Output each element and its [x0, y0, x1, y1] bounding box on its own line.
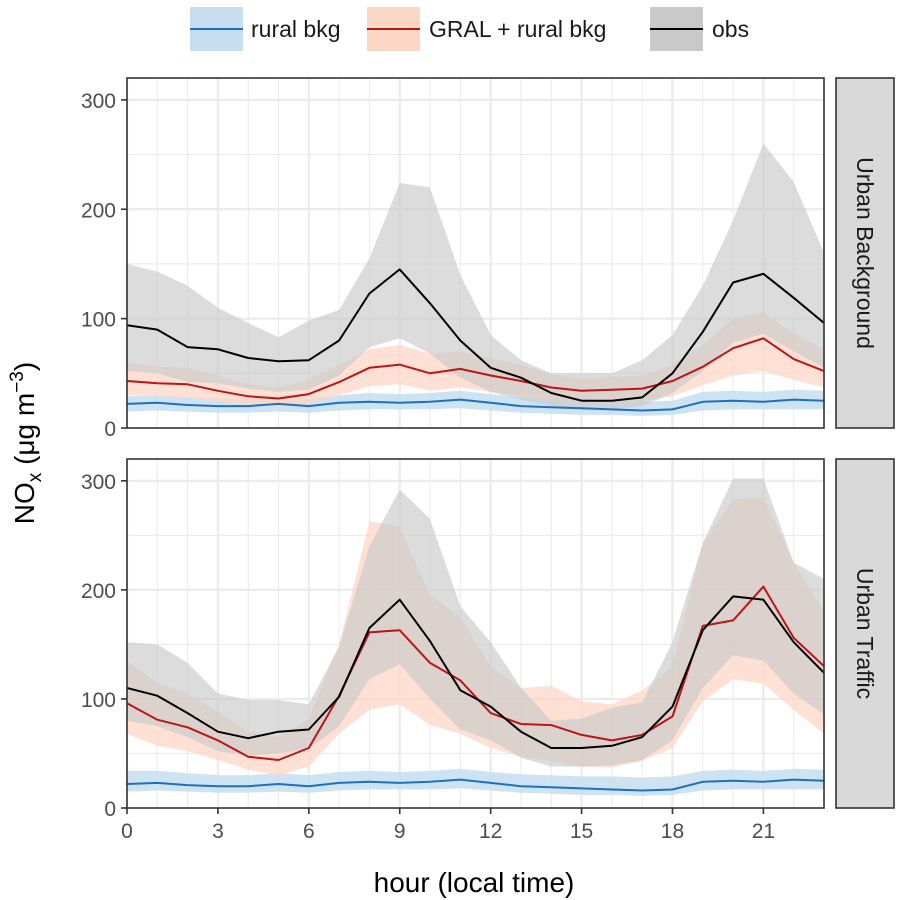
x-tick-label: 3	[212, 820, 224, 843]
y-tick-label: 100	[81, 309, 116, 332]
x-tick-label: 12	[479, 820, 502, 843]
y-tick-label: 0	[104, 418, 116, 441]
x-tick-label: 21	[752, 820, 775, 843]
line-rural	[126, 398, 825, 412]
line-gral	[126, 337, 825, 400]
strip	[835, 458, 895, 809]
y-axis-title-main: NO	[9, 482, 40, 524]
panel-border	[126, 458, 825, 809]
y-tick-label: 0	[104, 798, 116, 821]
strip	[835, 77, 895, 429]
y-axis-title-sub: x	[25, 472, 46, 482]
x-axis: 0 3 6 9 12 15 18 21	[121, 808, 775, 843]
panel-1: 0 100 200 300 Urban Background	[81, 77, 895, 441]
legend-label-rural: rural bkg	[251, 16, 340, 42]
legend-label-gral: GRAL + rural bkg	[429, 16, 606, 42]
line-obs	[126, 268, 825, 402]
legend: rural bkg GRAL + rural bkg obs	[190, 7, 749, 51]
panel-2: 0 100 200 300 Urban Traffic	[81, 458, 895, 821]
panel-border	[126, 77, 825, 429]
y-axis: 0 100 200 300	[81, 90, 127, 441]
y-tick-label: 200	[81, 580, 116, 603]
y-tick-label: 100	[81, 689, 116, 712]
x-tick-label: 15	[570, 820, 593, 843]
line-obs	[126, 595, 825, 749]
y-axis-title-close: )	[9, 362, 40, 371]
y-tick-label: 300	[81, 90, 116, 113]
ribbon-rural	[127, 768, 824, 796]
y-axis-title-sup: −3	[7, 371, 28, 393]
panels: 0 100 200 300 Urban Background 0 100 200 300 Urba…	[81, 77, 895, 821]
ribbon-obs	[127, 143, 824, 410]
y-axis-title: NOx (μg m−3)	[7, 362, 46, 524]
y-tick-label: 300	[81, 471, 116, 494]
strip-label: Urban Traffic	[852, 568, 878, 699]
legend-item-gral: GRAL + rural bkg	[367, 7, 606, 51]
y-axis: 0 100 200 300	[81, 471, 127, 821]
ribbon-obs	[127, 478, 824, 767]
line-rural	[126, 778, 825, 792]
y-axis-title-unit: (μg m	[9, 393, 40, 473]
strip-label: Urban Background	[852, 157, 878, 349]
legend-item-rural: rural bkg	[190, 7, 340, 51]
x-axis-title: hour (local time)	[374, 867, 575, 898]
legend-label-obs: obs	[712, 16, 749, 42]
x-tick-label: 0	[121, 820, 133, 843]
x-tick-label: 6	[303, 820, 315, 843]
y-tick-label: 200	[81, 199, 116, 222]
x-tick-label: 9	[394, 820, 406, 843]
legend-item-obs: obs	[650, 7, 749, 51]
x-tick-label: 18	[661, 820, 684, 843]
